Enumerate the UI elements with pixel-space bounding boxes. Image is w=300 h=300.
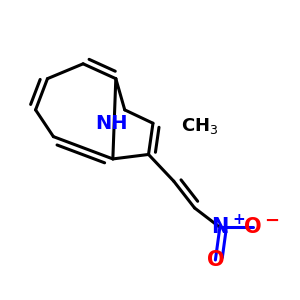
- Text: O: O: [244, 217, 261, 237]
- Text: −: −: [264, 212, 279, 230]
- Text: O: O: [207, 250, 224, 270]
- Text: NH: NH: [95, 114, 128, 133]
- Text: +: +: [232, 212, 244, 227]
- Text: N: N: [211, 217, 229, 237]
- Text: CH$_3$: CH$_3$: [181, 116, 219, 136]
